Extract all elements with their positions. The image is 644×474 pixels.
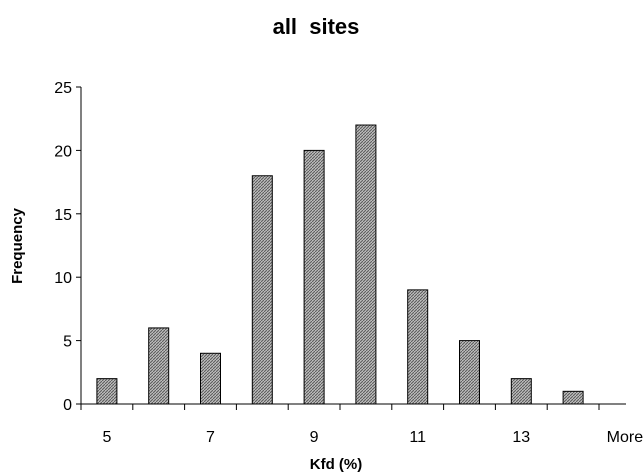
- bar-13: [510, 378, 532, 405]
- bar-12: [459, 340, 480, 405]
- y-tick-label-15: 15: [54, 207, 72, 224]
- chart-title: all sites: [273, 14, 360, 39]
- bar-6: [148, 327, 170, 405]
- x-axis-label: Kfd (%): [310, 456, 363, 473]
- bar-8: [251, 175, 273, 405]
- plot-area: 0 5 10 15 20 25 5 7 9 11 13 More: [54, 80, 643, 446]
- x-tick-label-11: 11: [409, 429, 426, 446]
- bar-9: [303, 149, 325, 405]
- bar-7: [200, 352, 221, 405]
- x-tick-label-13: 13: [512, 429, 530, 446]
- y-axis-label: Frequency: [9, 207, 26, 284]
- y-tick-label-5: 5: [63, 334, 72, 351]
- x-tick-label-9: 9: [310, 429, 319, 446]
- bar-5: [96, 378, 118, 405]
- x-tick-label-7: 7: [206, 429, 215, 446]
- y-tick-label-25: 25: [54, 80, 72, 97]
- x-tick-label-5: 5: [102, 429, 111, 446]
- bar-11: [407, 289, 429, 405]
- bar-14: [562, 390, 584, 405]
- y-tick-label-10: 10: [54, 270, 72, 287]
- y-tick-label-0: 0: [63, 397, 72, 414]
- bar-10: [355, 124, 377, 405]
- x-tick-label-More: More: [607, 429, 644, 446]
- y-tick-label-20: 20: [54, 143, 72, 160]
